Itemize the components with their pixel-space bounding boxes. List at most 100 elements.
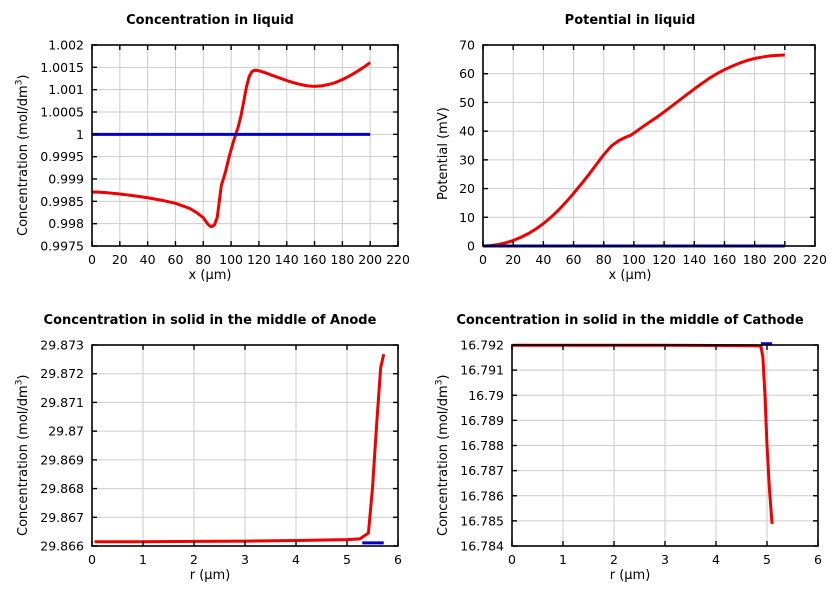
- x-tick-label: 2: [610, 552, 618, 567]
- y-axis-label-text: Potential (mV): [436, 107, 451, 200]
- x-tick-label: 160: [713, 252, 737, 267]
- y-axis-label-tail: ): [16, 74, 31, 80]
- y-tick-label: 10: [459, 210, 475, 225]
- x-tick-label: 6: [814, 552, 822, 567]
- y-tick-label: 29.868: [40, 481, 84, 496]
- plot-frame: [482, 44, 816, 247]
- y-axis-label: Concentration (mol/dm3): [14, 374, 31, 536]
- y-tick-label: 29.869: [40, 452, 84, 467]
- x-tick-label: 0: [88, 252, 96, 267]
- x-tick-label: 180: [330, 252, 354, 267]
- x-tick-label: 5: [343, 552, 351, 567]
- x-axis-label: r (µm): [609, 568, 651, 583]
- y-axis-label-text: Concentration (mol/dm: [436, 385, 451, 536]
- x-tick-label: 100: [219, 252, 243, 267]
- subplot-title: Concentration in solid in the middle of …: [43, 313, 377, 328]
- y-axis-label-exponent: 3: [14, 79, 25, 86]
- y-tick-label: 0.9975: [40, 239, 84, 254]
- x-tick-label: 40: [140, 252, 156, 267]
- y-tick-label: 16.784: [460, 539, 504, 554]
- y-axis-label: Concentration (mol/dm3): [14, 74, 31, 236]
- plot-area-potential-in-liquid: 0 20 40 60 80 100 120 140 160 180 200 220 0 10 20 30 40 5…: [459, 38, 827, 268]
- subplot-title: Potential in liquid: [564, 13, 696, 28]
- plot-area-concentration-in-liquid: 0 20 40 60 80 100 120 140 160 180 200 220 0.9975 0.99…: [40, 38, 410, 268]
- x-tick-label: 4: [712, 552, 720, 567]
- x-tick-label: 0: [508, 552, 516, 567]
- x-axis-label: x (µm): [188, 268, 232, 283]
- plot-frame: [91, 44, 399, 247]
- series-red-curve: [482, 53, 785, 248]
- y-tick-label: 16.789: [460, 413, 504, 428]
- x-tick-label: 200: [358, 252, 382, 267]
- plot-area-concentration-solid-anode: 0 1 2 3 4 5 6 29.866 29.867 29.868 29.869 29.87 29.8…: [40, 338, 402, 568]
- y-tick-label: 1: [76, 127, 84, 142]
- y-tick-label: 29.87: [48, 424, 84, 439]
- x-tick-label: 60: [566, 252, 582, 267]
- series-red-curve: [513, 343, 774, 525]
- x-tick-label: 2: [190, 552, 198, 567]
- y-tick-label: 16.785: [460, 513, 504, 528]
- x-tick-label: 140: [275, 252, 299, 267]
- x-tick-label: 180: [743, 252, 767, 267]
- y-axis-label-exponent: 3: [434, 379, 445, 386]
- subplot-concentration-solid-cathode: Concentration in solid in the middle of …: [420, 300, 840, 600]
- y-axis-label-tail: ): [16, 374, 31, 380]
- subplot-title: Concentration in liquid: [126, 13, 294, 28]
- y-tick-label: 29.873: [40, 338, 84, 353]
- subplot-potential-in-liquid: Potential in liquid 0 20 40 60 80 100 120 140 16…: [420, 0, 840, 300]
- y-axis-label: Concentration (mol/dm3): [434, 374, 451, 536]
- x-tick-label: 220: [803, 252, 827, 267]
- subplot-concentration-in-liquid: Concentration in liquid 0 20 40 60 80 100 120 1…: [0, 0, 420, 300]
- x-tick-label: 220: [386, 252, 410, 267]
- y-tick-label: 0.999: [48, 172, 84, 187]
- x-tick-label: 160: [303, 252, 327, 267]
- y-tick-label: 29.867: [40, 510, 84, 525]
- y-tick-label: 0.9985: [40, 194, 84, 209]
- y-tick-label: 1.002: [48, 38, 84, 53]
- x-tick-label: 20: [112, 252, 128, 267]
- x-tick-label: 1: [559, 552, 567, 567]
- y-tick-label: 0.9995: [40, 149, 84, 164]
- x-tick-label: 3: [241, 552, 249, 567]
- x-tick-label: 6: [394, 552, 402, 567]
- y-axis-label-text: Concentration (mol/dm: [16, 85, 31, 236]
- x-tick-label: 1: [139, 552, 147, 567]
- y-tick-label: 1.001: [48, 82, 84, 97]
- y-tick-label: 29.871: [40, 395, 84, 410]
- x-tick-label: 80: [195, 252, 211, 267]
- y-tick-label: 29.872: [40, 366, 84, 381]
- y-tick-label: 1.0015: [40, 60, 84, 75]
- y-tick-label: 29.866: [40, 539, 84, 554]
- subplot-concentration-solid-anode: Concentration in solid in the middle of …: [0, 300, 420, 600]
- series-red-curve: [91, 61, 372, 229]
- x-tick-label: 0: [88, 552, 96, 567]
- x-tick-label: 120: [652, 252, 676, 267]
- x-tick-label: 140: [682, 252, 706, 267]
- y-tick-label: 30: [459, 152, 475, 167]
- y-axis-label: Potential (mV): [436, 107, 451, 200]
- plot-area-concentration-solid-cathode: 0 1 2 3 4 5 6 16.784 16.785 16.786 16.787 16.788 16.…: [460, 338, 822, 568]
- x-tick-label: 80: [596, 252, 612, 267]
- x-tick-label: 4: [292, 552, 300, 567]
- y-tick-label: 0.998: [48, 216, 84, 231]
- y-tick-label: 16.788: [460, 438, 504, 453]
- x-tick-label: 200: [773, 252, 797, 267]
- series-red-curve: [94, 353, 386, 544]
- y-axis-label-text: Concentration (mol/dm: [16, 385, 31, 536]
- y-tick-label: 16.791: [460, 363, 504, 378]
- x-tick-label: 120: [247, 252, 271, 267]
- y-axis-label-tail: ): [436, 374, 451, 380]
- y-tick-label: 16.787: [460, 463, 504, 478]
- y-tick-label: 16.792: [460, 338, 504, 353]
- x-tick-label: 60: [168, 252, 184, 267]
- y-tick-label: 40: [459, 124, 475, 139]
- x-axis-label: r (µm): [189, 568, 231, 583]
- y-tick-label: 16.79: [468, 388, 504, 403]
- x-tick-label: 0: [479, 252, 487, 267]
- x-tick-label: 20: [505, 252, 521, 267]
- x-tick-label: 5: [763, 552, 771, 567]
- y-axis-label-exponent: 3: [14, 379, 25, 386]
- x-tick-label: 40: [535, 252, 551, 267]
- y-tick-label: 1.0005: [40, 105, 84, 120]
